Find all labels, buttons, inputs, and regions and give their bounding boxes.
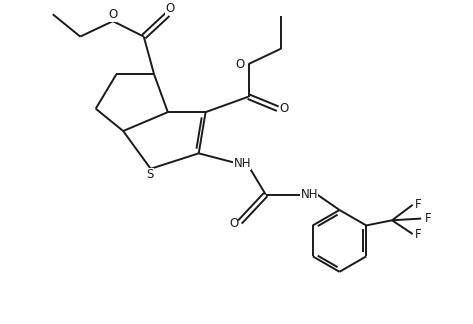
Text: F: F bbox=[425, 212, 431, 225]
Text: S: S bbox=[146, 168, 154, 181]
Text: O: O bbox=[165, 2, 174, 15]
Text: O: O bbox=[229, 217, 238, 230]
Text: NH: NH bbox=[234, 157, 251, 170]
Text: F: F bbox=[414, 227, 421, 240]
Text: NH: NH bbox=[300, 188, 318, 201]
Text: O: O bbox=[108, 8, 117, 21]
Text: O: O bbox=[235, 58, 245, 71]
Text: F: F bbox=[414, 198, 421, 211]
Text: O: O bbox=[279, 102, 289, 115]
